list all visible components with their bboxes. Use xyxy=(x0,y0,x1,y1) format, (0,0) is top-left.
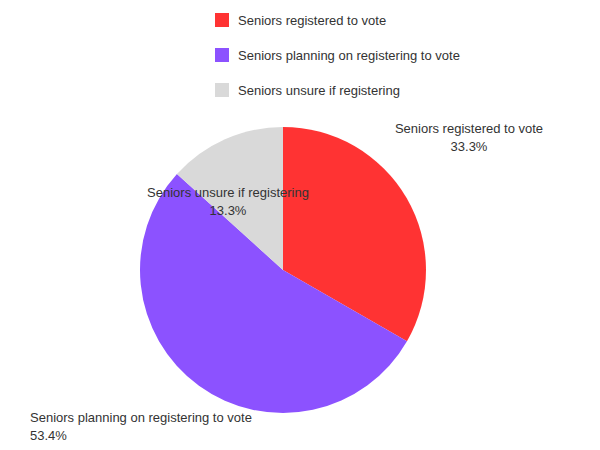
legend-label: Seniors planning on registering to vote xyxy=(238,48,460,63)
slice-name-label: Seniors planning on registering to vote xyxy=(30,410,252,425)
chart-svg: Seniors registered to vote Seniors planni… xyxy=(0,0,600,450)
slice-value-label: 33.3% xyxy=(451,139,488,154)
legend-label: Seniors unsure if registering xyxy=(238,83,400,98)
legend-swatch xyxy=(215,48,229,62)
legend: Seniors registered to vote Seniors planni… xyxy=(215,13,460,98)
slice-value-label: 53.4% xyxy=(30,428,67,443)
slice-value-label: 13.3% xyxy=(210,203,247,218)
chart-container: Seniors registered to vote Seniors planni… xyxy=(0,0,600,450)
legend-swatch xyxy=(215,83,229,97)
legend-label: Seniors registered to vote xyxy=(238,13,386,28)
slice-name-label: Seniors unsure if registering xyxy=(147,185,309,200)
slice-name-label: Seniors registered to vote xyxy=(395,121,543,136)
pie xyxy=(140,127,426,413)
legend-swatch xyxy=(215,13,229,27)
data-labels: Seniors registered to vote 33.3% Seniors p… xyxy=(30,121,543,443)
